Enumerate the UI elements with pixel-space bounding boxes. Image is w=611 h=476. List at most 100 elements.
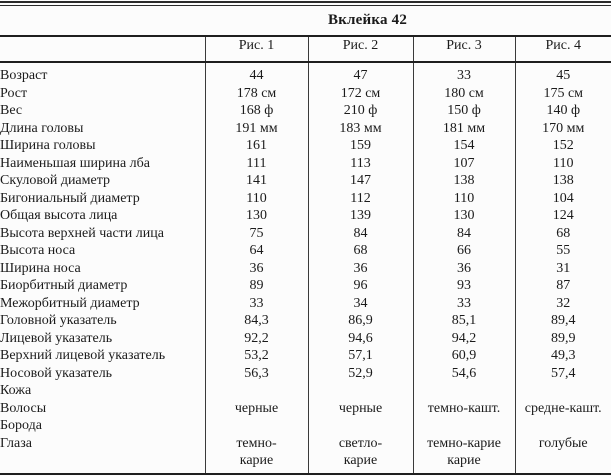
cell-value: 47 [307, 62, 413, 85]
cell-value [514, 382, 611, 400]
cell-value: 183 мм [307, 119, 413, 137]
row-label: Лицевой указатель [0, 330, 113, 346]
anthropometric-table: Рис. 1 Рис. 2 Рис. 3 Рис. 4 Возраст 44 47 3… [0, 35, 611, 475]
cell-value: 138 [412, 172, 515, 190]
cell-value [204, 417, 308, 435]
cell-value: 161 [204, 137, 308, 155]
row-label: Борода [0, 418, 42, 433]
table-row: Скуловой диаметр 141 147 138 138 [0, 172, 611, 190]
cell-value: 33 [412, 62, 515, 85]
row-label: Рост [0, 85, 28, 101]
cell-value: 130 [204, 207, 308, 225]
table-row: Общая высота лица 130 139 130 124 [0, 207, 611, 225]
cell-value: 31 [514, 259, 611, 277]
cell-value: 84 [412, 224, 515, 242]
table-row: Головной указатель 84,3 86,9 85,1 89,4 [0, 312, 611, 330]
row-label: Общая высота лица [0, 208, 118, 223]
cell-value: темно-кашт. [412, 399, 515, 417]
cell-value: голубые [514, 434, 611, 474]
row-label: Носовой указатель [0, 365, 113, 381]
cell-value: 154 [412, 137, 515, 155]
table-row: Высота верхней части лица 75 84 84 68 [0, 224, 611, 242]
table-row: Рост 178 см 172 см 180 см 175 см [0, 84, 611, 102]
cell-value: 45 [514, 62, 611, 85]
table-row: Носовой указатель 56,3 52,9 54,6 57,4 [0, 364, 611, 382]
table-row: Глаза темно- карие светло- карие темно-кари… [0, 434, 611, 474]
cell-value: 36 [204, 259, 308, 277]
table-row: Высота носа 64 68 66 55 [0, 242, 611, 260]
row-label: Наименьшая ширина лба [0, 155, 150, 171]
cell-value: 107 [412, 154, 515, 172]
table-row: Кожа [0, 382, 611, 400]
table-row: Борода [0, 417, 611, 435]
table-row: Возраст 44 47 33 45 [0, 62, 611, 85]
cell-value: 94,2 [412, 329, 515, 347]
cell-value: 86,9 [307, 312, 413, 330]
cell-value: 89,4 [514, 312, 611, 330]
table-row: Биорбитный диаметр 89 96 93 87 [0, 277, 611, 295]
cell-value [204, 382, 308, 400]
cell-value: 84 [307, 224, 413, 242]
cell-value: 36 [412, 259, 515, 277]
cell-value: 110 [204, 189, 308, 207]
cell-value: 33 [204, 294, 308, 312]
cell-value: 175 см [514, 84, 611, 102]
cell-value: 68 [307, 242, 413, 260]
cell-value: 55 [514, 242, 611, 260]
cell-value: 210 ф [307, 102, 413, 120]
cell-value [412, 382, 515, 400]
cell-value: 85,1 [412, 312, 515, 330]
cell-value: 168 ф [204, 102, 308, 120]
cell-value: черные [307, 399, 413, 417]
row-label: Глаза [0, 435, 32, 451]
cell-value: 150 ф [412, 102, 515, 120]
cell-value: 113 [307, 154, 413, 172]
cell-value: 112 [307, 189, 413, 207]
cell-value: 84,3 [204, 312, 308, 330]
cell-value: 181 мм [412, 119, 515, 137]
cell-value: 33 [412, 294, 515, 312]
cell-value: 44 [204, 62, 308, 85]
cell-value: 138 [514, 172, 611, 190]
cell-value: черные [204, 399, 308, 417]
row-label: Возраст [0, 68, 48, 83]
cell-value: 49,3 [514, 347, 611, 365]
title-row: Вклейка 42 [0, 6, 611, 35]
row-label: Бигониальный диаметр [0, 190, 140, 206]
cell-value: 66 [412, 242, 515, 260]
row-label: Высота верхней части лица [0, 225, 164, 241]
cell-value: средне-кашт. [514, 399, 611, 417]
cell-value: темно-карие карие [412, 434, 515, 474]
table-row: Межорбитный диаметр 33 34 33 32 [0, 294, 611, 312]
row-label: Волосы [0, 400, 47, 416]
cell-value: 52,9 [307, 364, 413, 382]
cell-value: 96 [307, 277, 413, 295]
cell-value: 36 [307, 259, 413, 277]
cell-value: 111 [204, 154, 308, 172]
table-row: Наименьшая ширина лба 111 113 107 110 [0, 154, 611, 172]
row-label: Ширина носа [0, 260, 81, 276]
cell-value: 159 [307, 137, 413, 155]
table-row: Длина головы 191 мм 183 мм 181 мм 170 мм [0, 119, 611, 137]
table-row: Лицевой указатель 92,2 94,6 94,2 89,9 [0, 329, 611, 347]
cell-value: 53,2 [204, 347, 308, 365]
cell-value: 68 [514, 224, 611, 242]
table-body: Возраст 44 47 33 45 Рост 178 см 172 см 180 см 175… [0, 62, 611, 474]
corner-cell [0, 36, 205, 63]
cell-value: 89,9 [514, 329, 611, 347]
table-row: Вес 168 ф 210 ф 150 ф 140 ф [0, 102, 611, 120]
cell-value: светло- карие [307, 434, 413, 474]
cell-value: 92,2 [204, 329, 308, 347]
row-label: Межорбитный диаметр [0, 295, 140, 311]
table-row: Верхний лицевой указатель 53,2 57,1 60,9 49,… [0, 347, 611, 365]
cell-value: 75 [204, 224, 308, 242]
row-label: Кожа [0, 383, 32, 398]
column-header-fig2: Рис. 2 [307, 36, 413, 63]
row-label: Головной указатель [0, 313, 117, 328]
cell-value: 34 [307, 294, 413, 312]
cell-value: 57,1 [307, 347, 413, 365]
cell-value [514, 417, 611, 435]
cell-value: темно- карие [204, 434, 308, 474]
cell-value: 93 [412, 277, 515, 295]
cell-value: 87 [514, 277, 611, 295]
